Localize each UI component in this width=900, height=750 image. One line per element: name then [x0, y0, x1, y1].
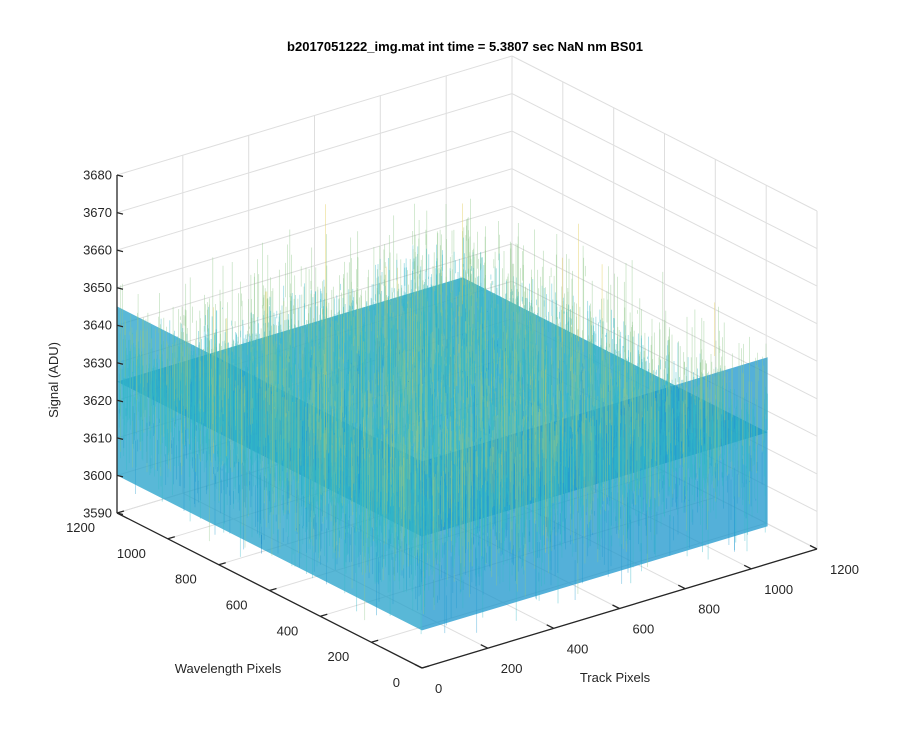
chart-title: b2017051222_img.mat int time = 5.3807 se…: [287, 39, 643, 54]
surface: [116, 198, 768, 635]
